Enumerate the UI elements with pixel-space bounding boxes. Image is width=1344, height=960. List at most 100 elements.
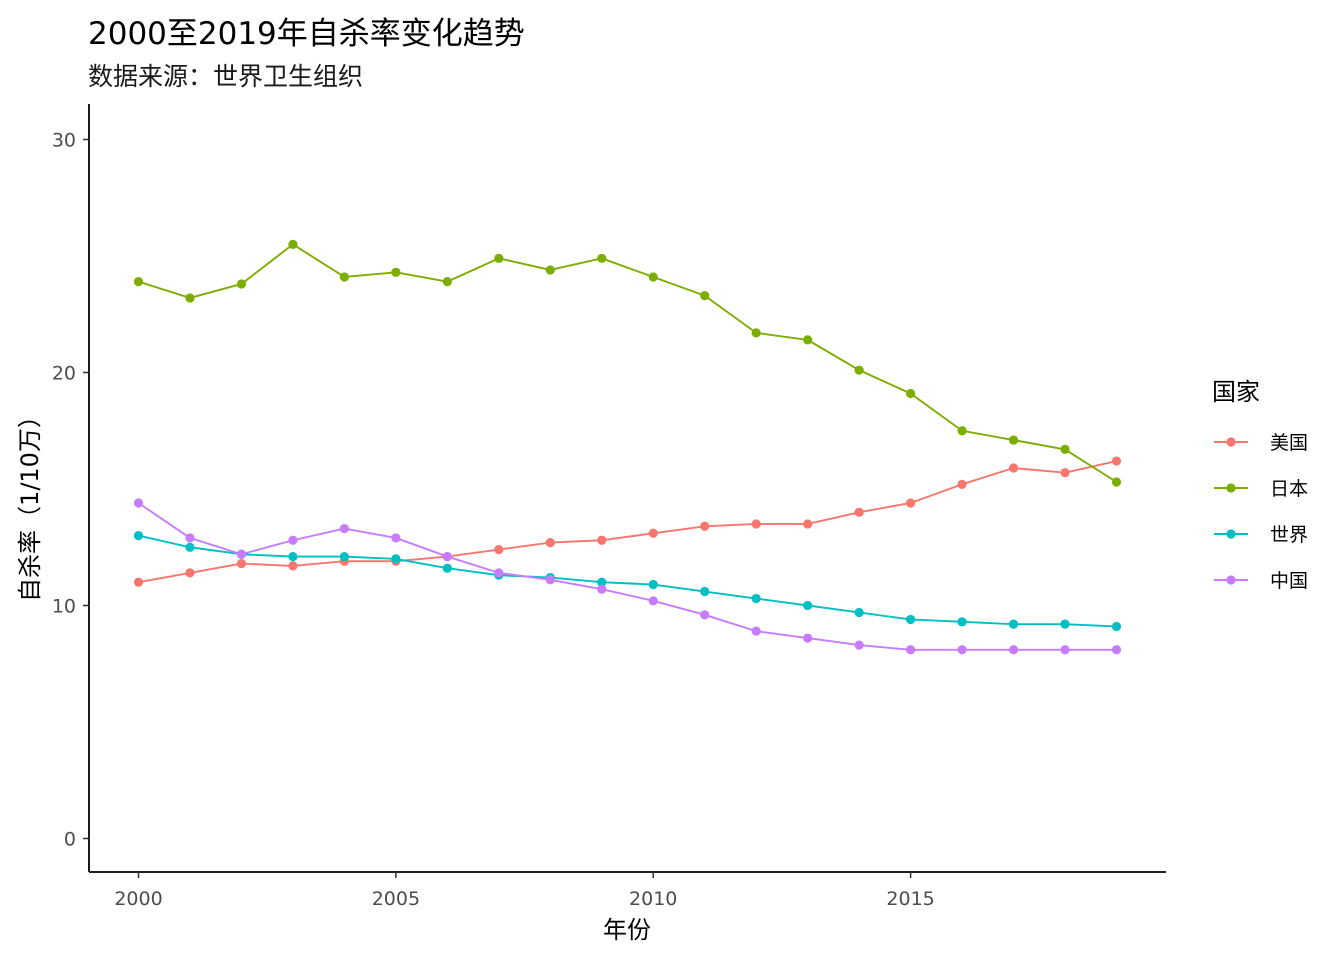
legend-label: 中国 — [1270, 570, 1308, 592]
data-point — [803, 633, 813, 643]
legend-key-point — [1226, 529, 1236, 539]
series-line — [138, 534, 1117, 628]
data-point — [133, 498, 144, 508]
data-point — [597, 535, 607, 545]
data-point — [803, 519, 813, 529]
data-point — [1060, 645, 1070, 655]
data-point — [648, 579, 658, 590]
data-point — [391, 554, 401, 564]
data-point — [133, 531, 144, 541]
data-point — [957, 617, 967, 627]
legend-label: 日本 — [1270, 478, 1308, 500]
data-point — [1060, 468, 1070, 478]
data-point — [1111, 456, 1122, 466]
data-point — [545, 575, 555, 585]
series-layer — [133, 239, 1122, 655]
data-point — [957, 426, 967, 436]
data-point — [957, 645, 967, 655]
x-tick-label: 2010 — [629, 888, 677, 910]
x-ticks: 2000 2005 2010 2015 — [114, 872, 935, 910]
data-point — [339, 272, 349, 282]
y-tick-label: 0 — [64, 829, 76, 851]
y-tick-label: 30 — [52, 130, 76, 152]
y-tick-label: 10 — [52, 596, 76, 618]
data-point — [957, 479, 967, 489]
data-point — [1060, 619, 1070, 629]
legend-item: 美国 — [1214, 432, 1308, 454]
data-point — [1008, 435, 1019, 445]
data-point — [339, 524, 349, 534]
legend-key-point — [1226, 575, 1236, 585]
series-1 — [133, 239, 1122, 487]
series-line — [137, 502, 1117, 651]
legend-title: 国家 — [1212, 378, 1260, 406]
data-point — [185, 293, 195, 303]
data-point — [648, 272, 658, 282]
data-point — [700, 586, 710, 597]
axes: 0 10 20 30 2000 2005 2010 2015 — [52, 104, 1166, 910]
data-point — [1111, 477, 1122, 487]
data-point — [133, 277, 144, 287]
data-point — [494, 253, 504, 263]
data-point — [391, 267, 401, 277]
data-point — [597, 577, 607, 587]
data-point — [906, 614, 916, 625]
data-point — [545, 265, 555, 275]
legend-item: 中国 — [1214, 570, 1308, 592]
data-point — [185, 568, 195, 578]
x-tick-label: 2015 — [886, 888, 934, 910]
data-point — [700, 291, 710, 301]
data-point — [648, 528, 658, 538]
data-point — [906, 645, 916, 655]
data-point — [185, 533, 195, 543]
data-point — [1008, 463, 1019, 473]
legend-label: 美国 — [1270, 432, 1308, 454]
series-3 — [133, 498, 1122, 655]
data-point — [494, 568, 504, 578]
data-point — [236, 549, 247, 559]
data-point — [854, 365, 864, 375]
data-point — [442, 563, 452, 573]
data-point — [751, 519, 761, 529]
data-point — [854, 607, 864, 618]
legend-key-point — [1226, 437, 1236, 447]
data-point — [751, 626, 761, 636]
data-point — [1060, 444, 1070, 454]
series-line — [138, 460, 1117, 584]
data-point — [700, 610, 710, 620]
data-point — [442, 551, 452, 562]
data-point — [288, 561, 298, 571]
data-point — [236, 279, 247, 289]
y-axis-title: 自杀率（1/10万） — [16, 404, 44, 602]
data-point — [1111, 621, 1122, 632]
data-point — [494, 544, 504, 555]
data-point — [906, 388, 916, 399]
data-point — [545, 537, 555, 548]
legend-key-point — [1226, 483, 1236, 493]
data-point — [288, 535, 298, 545]
y-ticks: 0 10 20 30 — [52, 130, 89, 851]
data-point — [751, 593, 761, 604]
data-point — [339, 551, 349, 562]
data-point — [185, 542, 195, 552]
data-point — [751, 328, 761, 338]
data-point — [133, 577, 144, 587]
chart-title: 2000至2019年自杀率变化趋势 — [88, 16, 525, 52]
legend-item: 日本 — [1214, 478, 1308, 500]
data-point — [597, 584, 607, 594]
legend-label: 世界 — [1270, 524, 1308, 546]
data-point — [803, 600, 813, 611]
x-axis-title: 年份 — [603, 916, 651, 944]
data-point — [906, 498, 916, 508]
x-tick-label: 2000 — [114, 888, 162, 910]
data-point — [1008, 619, 1019, 629]
data-point — [288, 551, 298, 562]
data-point — [648, 596, 658, 606]
legend-item: 世界 — [1214, 524, 1308, 546]
data-point — [597, 253, 607, 263]
y-tick-label: 20 — [52, 363, 76, 385]
series-line — [138, 243, 1118, 483]
